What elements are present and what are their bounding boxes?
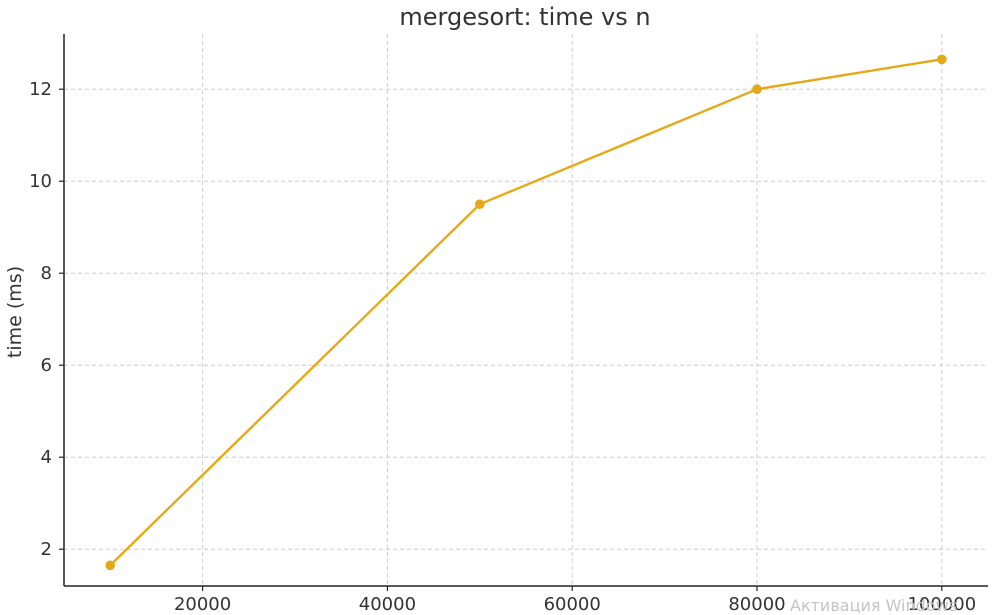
axes — [59, 34, 988, 591]
data-point — [475, 199, 485, 209]
windows-activation-watermark: Активация Windows — [790, 596, 957, 615]
y-tick-label: 2 — [41, 539, 52, 560]
x-tick-label: 60000 — [544, 594, 601, 614]
x-tick-label: 20000 — [174, 594, 231, 614]
series-layer — [105, 54, 947, 571]
y-tick-label: 10 — [29, 171, 52, 192]
tick-labels: 20000 40000 60000 80000 100000 2 4 6 8 10 12 — [29, 79, 976, 614]
y-axis-label: time (ms) — [4, 266, 26, 358]
data-point — [752, 84, 762, 94]
series-line — [109, 58, 942, 567]
data-point — [105, 560, 115, 571]
y-tick-label: 8 — [41, 263, 52, 284]
y-tick-label: 6 — [41, 355, 52, 376]
x-tick-label: 100000 — [907, 594, 976, 614]
x-tick-label: 40000 — [359, 594, 416, 614]
chart-title: mergesort: time vs n — [399, 3, 650, 31]
x-tick-label: 80000 — [728, 594, 785, 614]
y-tick-label: 4 — [41, 447, 52, 468]
data-point — [937, 54, 947, 65]
y-tick-label: 12 — [29, 79, 52, 100]
grid — [64, 34, 988, 586]
